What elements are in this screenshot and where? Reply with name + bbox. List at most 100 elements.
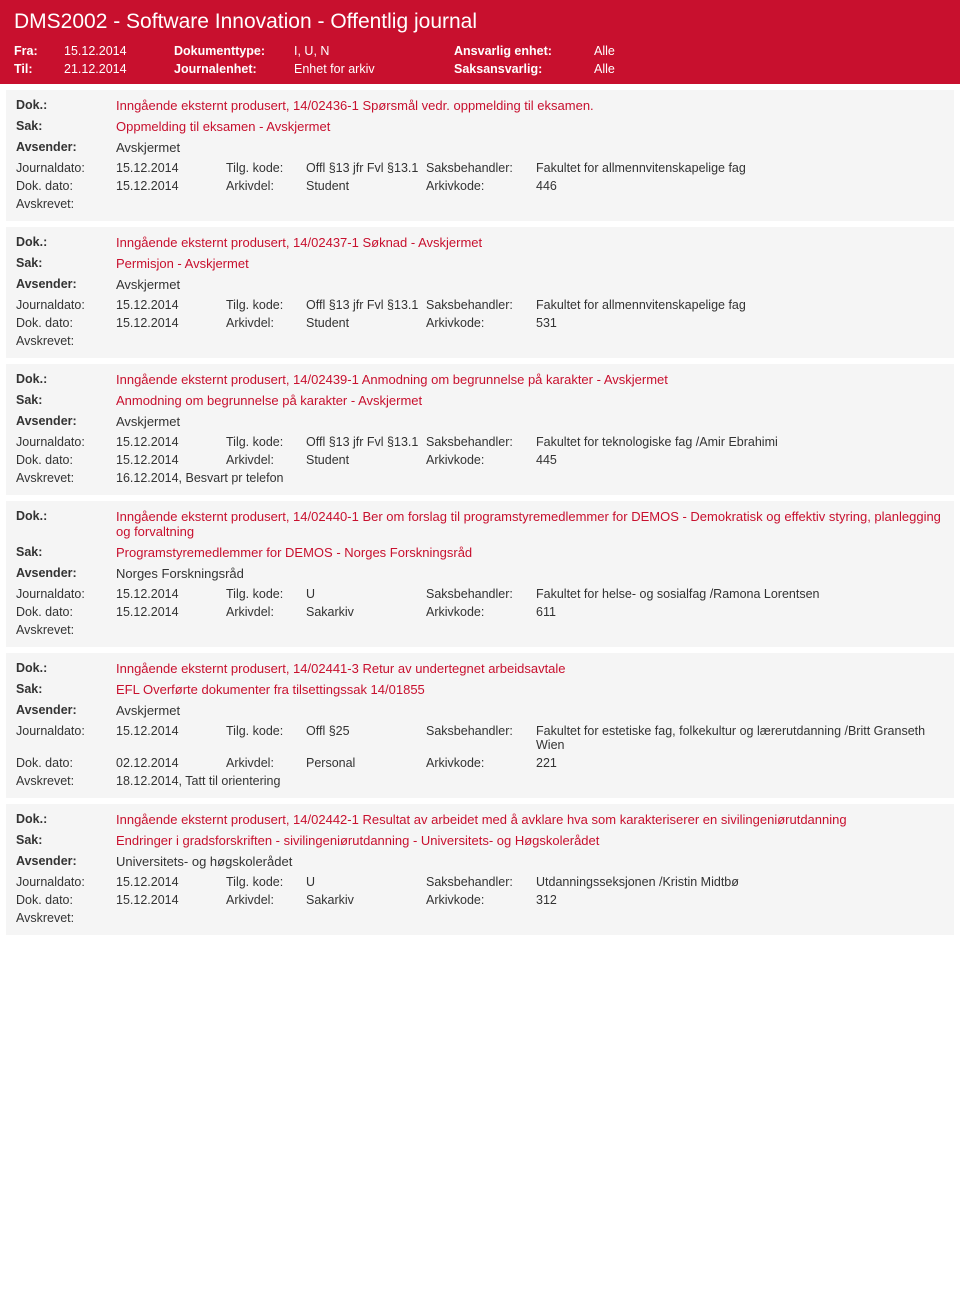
- sak-label: Sak:: [16, 119, 116, 134]
- sak-label: Sak:: [16, 682, 116, 697]
- journaldato-label: Journaldato:: [16, 875, 116, 889]
- arkivdel-value: Personal: [306, 756, 426, 770]
- dokdato-value: 15.12.2014: [116, 893, 226, 907]
- tilgkode-value: Offl §13 jfr Fvl §13.1: [306, 161, 426, 175]
- doktype-label: Dokumenttype:: [174, 44, 294, 58]
- avskrevet-label: Avskrevet:: [16, 197, 116, 211]
- tilgkode-value: U: [306, 587, 426, 601]
- sak-value: Anmodning om begrunnelse på karakter - A…: [116, 393, 422, 408]
- ansvarlig-label: Ansvarlig enhet:: [454, 44, 594, 58]
- saksansvarlig-label: Saksansvarlig:: [454, 62, 594, 76]
- saksbehandler-label: Saksbehandler:: [426, 875, 536, 889]
- arkivdel-label: Arkivdel:: [226, 605, 306, 619]
- tilgkode-label: Tilg. kode:: [226, 161, 306, 175]
- sak-value: Endringer i gradsforskriften - sivilinge…: [116, 833, 599, 848]
- arkivkode-value: 611: [536, 605, 944, 619]
- tilgkode-value: Offl §13 jfr Fvl §13.1: [306, 435, 426, 449]
- dokdato-label: Dok. dato:: [16, 453, 116, 467]
- arkivkode-value: 221: [536, 756, 944, 770]
- dok-label: Dok.:: [16, 509, 116, 539]
- saksbehandler-value: Utdanningsseksjonen /Kristin Midtbø: [536, 875, 944, 889]
- journaldato-label: Journaldato:: [16, 724, 116, 738]
- dokdato-label: Dok. dato:: [16, 756, 116, 770]
- dok-label: Dok.:: [16, 812, 116, 827]
- journal-entry: Dok.: Inngående eksternt produsert, 14/0…: [6, 653, 954, 798]
- avskrevet-label: Avskrevet:: [16, 471, 116, 485]
- journaldato-label: Journaldato:: [16, 435, 116, 449]
- tilgkode-label: Tilg. kode:: [226, 875, 306, 889]
- arkivkode-label: Arkivkode:: [426, 605, 536, 619]
- sak-label: Sak:: [16, 256, 116, 271]
- avskrevet-value: [116, 911, 944, 925]
- saksansvarlig-value: Alle: [594, 62, 714, 76]
- journaldato-label: Journaldato:: [16, 587, 116, 601]
- saksbehandler-label: Saksbehandler:: [426, 161, 536, 175]
- tilgkode-value: U: [306, 875, 426, 889]
- dokdato-value: 15.12.2014: [116, 316, 226, 330]
- page-header: DMS2002 - Software Innovation - Offentli…: [0, 0, 960, 84]
- fra-label: Fra:: [14, 44, 64, 58]
- dok-value: Inngående eksternt produsert, 14/02442-1…: [116, 812, 847, 827]
- tilgkode-label: Tilg. kode:: [226, 435, 306, 449]
- journalenhet-value: Enhet for arkiv: [294, 62, 454, 76]
- tilgkode-label: Tilg. kode:: [226, 587, 306, 601]
- journal-entry: Dok.: Inngående eksternt produsert, 14/0…: [6, 501, 954, 647]
- saksbehandler-label: Saksbehandler:: [426, 587, 536, 601]
- journaldato-label: Journaldato:: [16, 298, 116, 312]
- avsender-label: Avsender:: [16, 414, 116, 429]
- arkivdel-label: Arkivdel:: [226, 316, 306, 330]
- journaldato-value: 15.12.2014: [116, 587, 226, 601]
- saksbehandler-value: Fakultet for estetiske fag, folkekultur …: [536, 724, 944, 752]
- saksbehandler-value: Fakultet for allmennvitenskapelige fag: [536, 161, 944, 175]
- arkivdel-label: Arkivdel:: [226, 893, 306, 907]
- journaldato-value: 15.12.2014: [116, 435, 226, 449]
- dok-value: Inngående eksternt produsert, 14/02439-1…: [116, 372, 668, 387]
- avsender-value: Universitets- og høgskolerådet: [116, 854, 292, 869]
- avskrevet-value: 16.12.2014, Besvart pr telefon: [116, 471, 944, 485]
- dok-label: Dok.:: [16, 661, 116, 676]
- ansvarlig-value: Alle: [594, 44, 714, 58]
- saksbehandler-label: Saksbehandler:: [426, 298, 536, 312]
- dokdato-label: Dok. dato:: [16, 605, 116, 619]
- arkivkode-value: 312: [536, 893, 944, 907]
- sak-value: Oppmelding til eksamen - Avskjermet: [116, 119, 330, 134]
- arkivdel-value: Sakarkiv: [306, 893, 426, 907]
- sak-label: Sak:: [16, 545, 116, 560]
- dok-label: Dok.:: [16, 372, 116, 387]
- avsender-label: Avsender:: [16, 703, 116, 718]
- dokdato-value: 15.12.2014: [116, 179, 226, 193]
- journaldato-label: Journaldato:: [16, 161, 116, 175]
- saksbehandler-label: Saksbehandler:: [426, 724, 536, 738]
- dokdato-label: Dok. dato:: [16, 893, 116, 907]
- avskrevet-label: Avskrevet:: [16, 911, 116, 925]
- dok-value: Inngående eksternt produsert, 14/02441-3…: [116, 661, 566, 676]
- dok-value: Inngående eksternt produsert, 14/02436-1…: [116, 98, 594, 113]
- arkivdel-value: Student: [306, 453, 426, 467]
- saksbehandler-label: Saksbehandler:: [426, 435, 536, 449]
- avsender-value: Avskjermet: [116, 703, 180, 718]
- journaldato-value: 15.12.2014: [116, 161, 226, 175]
- arkivdel-label: Arkivdel:: [226, 179, 306, 193]
- dok-label: Dok.:: [16, 235, 116, 250]
- dok-value: Inngående eksternt produsert, 14/02440-1…: [116, 509, 944, 539]
- saksbehandler-value: Fakultet for allmennvitenskapelige fag: [536, 298, 944, 312]
- avskrevet-label: Avskrevet:: [16, 334, 116, 348]
- arkivkode-value: 531: [536, 316, 944, 330]
- arkivkode-label: Arkivkode:: [426, 756, 536, 770]
- dokdato-value: 15.12.2014: [116, 453, 226, 467]
- avsender-value: Avskjermet: [116, 277, 180, 292]
- dok-label: Dok.:: [16, 98, 116, 113]
- tilgkode-value: Offl §25: [306, 724, 426, 738]
- journal-entry: Dok.: Inngående eksternt produsert, 14/0…: [6, 364, 954, 495]
- journal-entry: Dok.: Inngående eksternt produsert, 14/0…: [6, 90, 954, 221]
- fra-value: 15.12.2014: [64, 44, 174, 58]
- avskrevet-value: 18.12.2014, Tatt til orientering: [116, 774, 944, 788]
- arkivkode-value: 446: [536, 179, 944, 193]
- avskrevet-label: Avskrevet:: [16, 623, 116, 637]
- avskrevet-label: Avskrevet:: [16, 774, 116, 788]
- arkivkode-label: Arkivkode:: [426, 179, 536, 193]
- arkivkode-label: Arkivkode:: [426, 893, 536, 907]
- avsender-label: Avsender:: [16, 854, 116, 869]
- dok-value: Inngående eksternt produsert, 14/02437-1…: [116, 235, 482, 250]
- dokdato-value: 02.12.2014: [116, 756, 226, 770]
